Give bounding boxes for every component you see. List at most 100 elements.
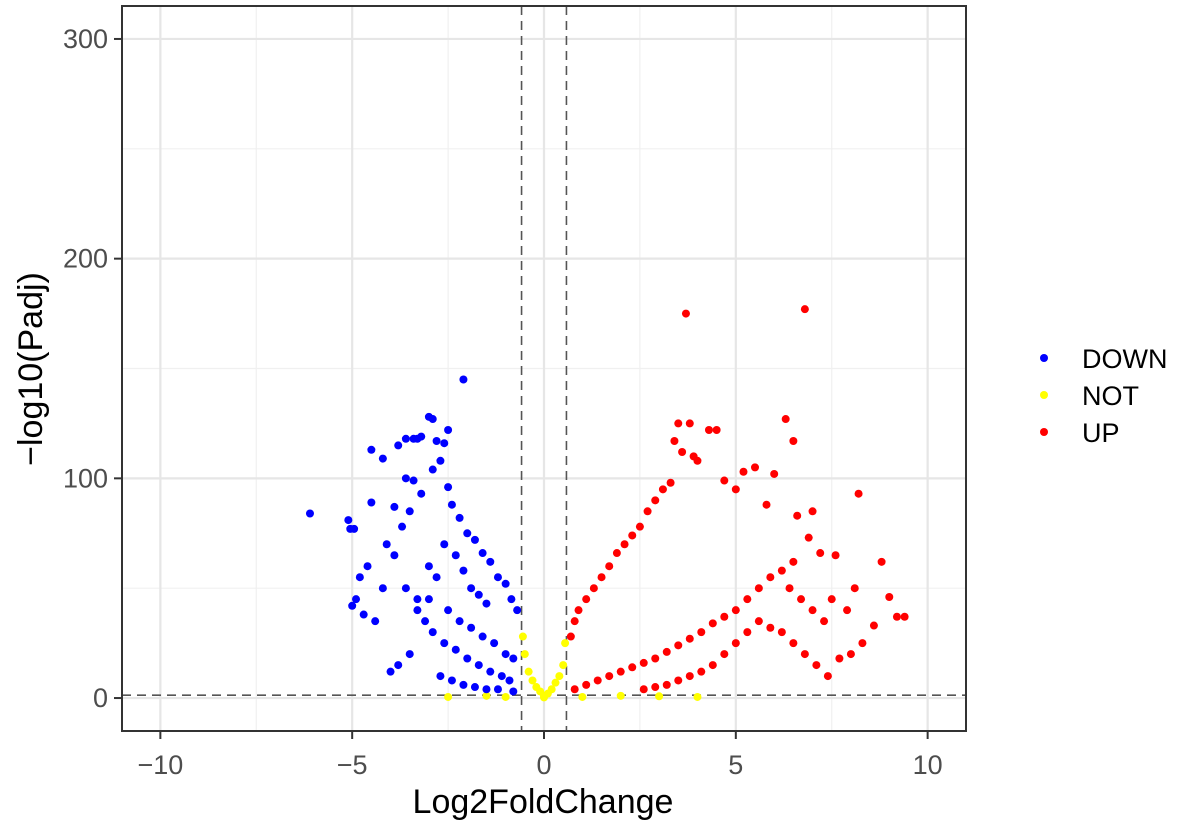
legend: DOWN NOT UP	[1040, 344, 1167, 448]
point-down	[478, 632, 487, 641]
x-tick-label: −5	[337, 750, 368, 780]
point-up	[789, 557, 798, 566]
y-tick-label: 0	[93, 683, 108, 713]
point-down	[378, 584, 387, 593]
point-up	[620, 540, 629, 549]
point-down	[440, 639, 449, 648]
point-down	[417, 432, 426, 441]
point-down	[467, 584, 476, 593]
point-up	[731, 485, 740, 494]
point-up	[670, 437, 679, 445]
point-up	[628, 663, 637, 672]
point-down	[413, 595, 422, 604]
point-not	[655, 692, 664, 701]
point-down	[459, 375, 468, 384]
point-down	[482, 685, 491, 694]
point-down	[470, 683, 479, 692]
x-axis-label: Log2FoldChange	[413, 783, 674, 821]
point-up	[816, 549, 825, 558]
point-down	[436, 672, 445, 681]
point-not	[520, 650, 529, 659]
point-up	[639, 658, 648, 667]
point-up	[731, 639, 740, 648]
legend-label-down: DOWN	[1082, 344, 1167, 374]
point-up	[850, 584, 859, 593]
point-not	[561, 639, 570, 648]
x-tick-label: 10	[913, 750, 943, 780]
x-tick-label: 0	[536, 750, 551, 780]
point-up	[885, 592, 894, 601]
point-down	[359, 610, 368, 619]
point-up	[582, 680, 591, 689]
point-down	[405, 650, 414, 659]
point-not	[578, 692, 587, 701]
point-down	[444, 606, 453, 615]
point-down	[305, 509, 314, 518]
point-down	[401, 584, 410, 593]
point-down	[444, 483, 453, 492]
point-down	[507, 595, 516, 604]
point-down	[459, 680, 468, 689]
point-up	[693, 456, 702, 465]
point-up	[708, 661, 717, 670]
point-up	[743, 628, 752, 637]
point-up	[808, 507, 817, 516]
legend-label-up: UP	[1082, 418, 1120, 448]
point-down	[463, 529, 472, 538]
point-up	[777, 628, 786, 637]
point-up	[731, 606, 740, 615]
point-up	[589, 584, 598, 593]
point-up	[720, 650, 729, 659]
point-up	[708, 619, 717, 628]
point-up	[681, 309, 690, 318]
point-down	[398, 522, 407, 531]
point-down	[428, 415, 437, 424]
point-down	[451, 645, 460, 654]
series-not	[444, 632, 702, 702]
point-not	[501, 692, 510, 701]
point-up	[712, 426, 721, 435]
point-up	[674, 641, 683, 650]
point-down	[363, 562, 372, 571]
point-down	[409, 476, 418, 485]
point-up	[869, 621, 878, 630]
point-up	[697, 628, 706, 637]
point-down	[505, 676, 514, 685]
point-up	[781, 415, 790, 424]
point-down	[348, 601, 357, 610]
point-up	[766, 623, 775, 632]
point-up	[720, 612, 729, 621]
point-down	[474, 590, 483, 599]
point-up	[566, 632, 575, 641]
point-down	[367, 498, 376, 507]
point-down	[436, 456, 445, 465]
point-down	[367, 445, 376, 454]
point-not	[551, 678, 560, 687]
point-down	[474, 661, 483, 670]
point-down	[501, 579, 510, 588]
point-up	[570, 685, 579, 694]
point-down	[493, 573, 502, 582]
point-not	[528, 676, 537, 685]
point-down	[455, 513, 464, 522]
x-tick-label: 5	[728, 750, 743, 780]
point-not	[693, 692, 702, 701]
legend-label-not: NOT	[1082, 381, 1139, 411]
point-up	[685, 634, 694, 643]
point-down	[428, 628, 437, 637]
point-up	[797, 595, 806, 604]
series-up	[566, 305, 909, 694]
point-down	[486, 667, 495, 676]
point-down	[401, 434, 410, 443]
point-down	[382, 540, 391, 549]
point-not	[559, 661, 568, 670]
point-down	[463, 654, 472, 663]
point-up	[785, 584, 794, 593]
point-down	[478, 549, 487, 558]
point-up	[854, 489, 863, 498]
point-up	[754, 617, 763, 626]
point-up	[662, 680, 671, 689]
